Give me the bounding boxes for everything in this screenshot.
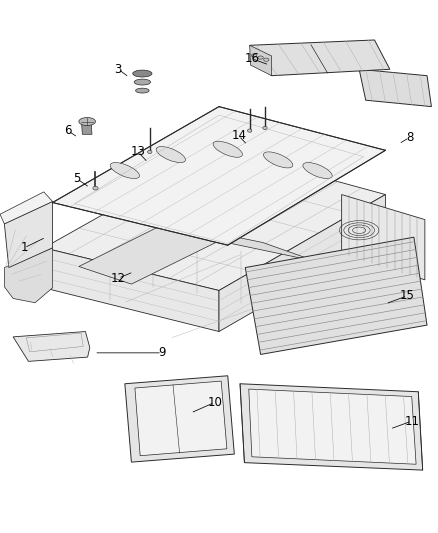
- Polygon shape: [342, 195, 425, 280]
- Ellipse shape: [263, 126, 267, 130]
- Ellipse shape: [258, 56, 263, 59]
- Polygon shape: [125, 376, 234, 462]
- Polygon shape: [0, 192, 53, 224]
- Text: 16: 16: [244, 52, 259, 65]
- Text: 15: 15: [400, 289, 415, 302]
- Ellipse shape: [148, 150, 152, 154]
- Polygon shape: [219, 195, 385, 332]
- Ellipse shape: [110, 163, 139, 179]
- Text: 11: 11: [404, 415, 419, 427]
- Polygon shape: [240, 384, 423, 470]
- Ellipse shape: [264, 58, 269, 61]
- Ellipse shape: [156, 147, 185, 163]
- Text: 8: 8: [406, 131, 413, 144]
- Text: 14: 14: [231, 130, 246, 142]
- Ellipse shape: [251, 54, 257, 57]
- Text: 5: 5: [73, 172, 80, 185]
- Ellipse shape: [134, 79, 151, 85]
- Polygon shape: [44, 149, 385, 290]
- Text: 1: 1: [20, 241, 28, 254]
- Text: 3: 3: [115, 63, 122, 76]
- Polygon shape: [13, 332, 90, 361]
- Polygon shape: [250, 45, 272, 76]
- Ellipse shape: [133, 70, 152, 77]
- Polygon shape: [166, 223, 315, 261]
- Ellipse shape: [303, 163, 332, 179]
- Text: 6: 6: [64, 124, 72, 137]
- Polygon shape: [249, 389, 416, 464]
- Ellipse shape: [247, 129, 252, 132]
- Text: 13: 13: [131, 146, 145, 158]
- Ellipse shape: [264, 152, 293, 168]
- Ellipse shape: [93, 187, 98, 190]
- Polygon shape: [81, 122, 92, 134]
- Polygon shape: [359, 69, 431, 107]
- Ellipse shape: [136, 88, 149, 93]
- Text: 9: 9: [158, 346, 166, 359]
- Ellipse shape: [79, 118, 95, 126]
- Ellipse shape: [213, 141, 242, 157]
- Polygon shape: [4, 248, 53, 303]
- Polygon shape: [79, 223, 219, 284]
- Polygon shape: [44, 248, 219, 332]
- Polygon shape: [4, 201, 53, 268]
- Polygon shape: [135, 381, 227, 456]
- Polygon shape: [245, 237, 427, 354]
- Polygon shape: [53, 107, 385, 245]
- Text: 10: 10: [207, 396, 222, 409]
- Text: 12: 12: [111, 272, 126, 285]
- Polygon shape: [250, 40, 390, 76]
